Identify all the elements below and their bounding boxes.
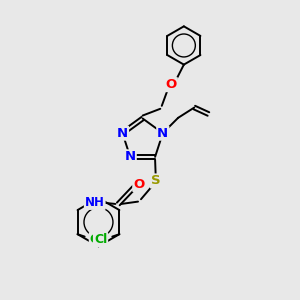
Text: Cl: Cl	[90, 233, 103, 246]
Text: S: S	[151, 175, 160, 188]
Text: N: N	[117, 127, 128, 140]
Text: N: N	[124, 150, 136, 163]
Text: N: N	[157, 127, 168, 140]
Text: Cl: Cl	[94, 233, 107, 246]
Text: O: O	[133, 178, 145, 191]
Text: NH: NH	[85, 196, 105, 209]
Text: O: O	[166, 78, 177, 91]
